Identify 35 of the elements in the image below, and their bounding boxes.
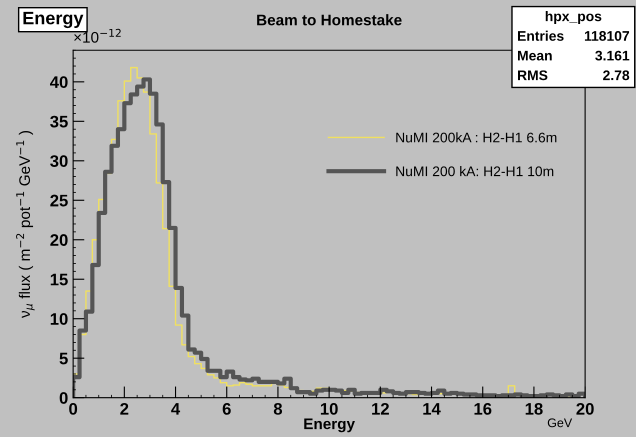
x-tick-label: 8 (274, 402, 282, 415)
x-tick-label: 4 (171, 403, 180, 415)
y-tick-label: 30 (50, 155, 68, 168)
text: GeV (548, 418, 572, 428)
y-tick-label: 25 (50, 194, 68, 206)
x-tick-label: 16 (474, 402, 492, 415)
x-tick-label: 0 (69, 402, 78, 415)
text: hpx_pos (546, 11, 602, 24)
y-tick-label: 10 (50, 313, 68, 325)
y-tick-label: 5 (60, 352, 68, 364)
x-tick-label: 20 (576, 402, 594, 415)
text: 3.161 (595, 50, 630, 61)
x-tick-label: 18 (526, 402, 543, 415)
annotation: RMS (518, 70, 548, 80)
chart-title: Beam to Homestake (257, 14, 402, 26)
y-tick-label: 20 (50, 234, 68, 246)
text: Entries (518, 30, 564, 41)
legend-label: NuMI 200kA : H2-H1 6.6m (396, 132, 556, 142)
x-tick-label: 2 (120, 402, 128, 415)
text: 2.78 (603, 70, 630, 80)
y-tick-label: 35 (50, 116, 68, 128)
x-tick-label: 12 (372, 402, 389, 415)
text: 118107 (584, 31, 630, 41)
legend-label: NuMI 200 kA: H2-H1 10m (396, 166, 554, 176)
y-tick-label: 40 (50, 76, 68, 88)
x-tick-label: 14 (423, 403, 441, 415)
y-tick-label: 0 (60, 392, 68, 404)
annotation: Mean (518, 50, 552, 61)
x-tick-label: 6 (222, 402, 231, 415)
x-axis-title: Energy (304, 418, 355, 432)
text: ×10$^{−12}$ (74, 28, 121, 43)
text: Energy (23, 12, 84, 28)
x-tick-label: 10 (320, 402, 338, 415)
text: ν$_{μ}$ flux ( m$^{−2}$ pot$^{−1}$ GeV$^{−1}$ ) (16, 131, 35, 318)
y-tick-label: 15 (50, 274, 68, 286)
